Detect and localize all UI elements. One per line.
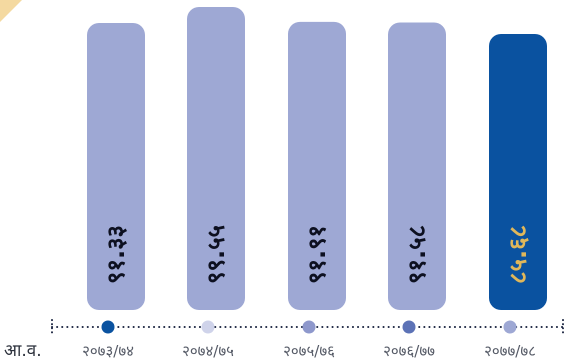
timeline-dot-4 <box>402 320 416 334</box>
bar-3 <box>288 21 346 311</box>
x-tick-label-2: २०७४/७५ <box>182 342 234 360</box>
timeline-dot-3 <box>302 320 316 334</box>
bar-1 <box>87 23 145 311</box>
value-labels-group: ९१.३३ ९९.५५ ९१.९१ ९१.५८ ८५.६८ <box>102 225 532 284</box>
x-tick-label-5: २०७७/७८ <box>484 342 536 360</box>
bar-value-label-1: ९१.३३ <box>102 225 130 284</box>
x-tick-label-4: २०७६/७७ <box>383 342 435 360</box>
timeline-dot-2 <box>201 320 215 334</box>
bars-group <box>87 7 547 311</box>
timeline-dot-1 <box>101 320 115 334</box>
timeline-dots-group <box>51 319 564 335</box>
bar-2 <box>187 7 245 310</box>
tick-labels-group: २०७३/७४ २०७४/७५ २०७५/७६ २०७६/७७ २०७७/७८ <box>82 342 536 360</box>
bar-5 <box>489 34 547 310</box>
bar-value-label-5: ८५.६८ <box>504 225 532 284</box>
bar-value-label-3: ९१.९१ <box>303 225 331 284</box>
timeline-dot-5 <box>503 320 517 334</box>
axis-prefix-label: आ.व. <box>4 341 42 361</box>
bar-value-label-2: ९९.५५ <box>202 225 230 284</box>
corner-accent <box>0 0 22 22</box>
x-tick-label-1: २०७३/७४ <box>82 342 134 360</box>
bar-4 <box>388 22 446 311</box>
bar-value-label-4: ९१.५८ <box>403 225 431 284</box>
x-tick-label-3: २०७५/७६ <box>283 342 335 360</box>
